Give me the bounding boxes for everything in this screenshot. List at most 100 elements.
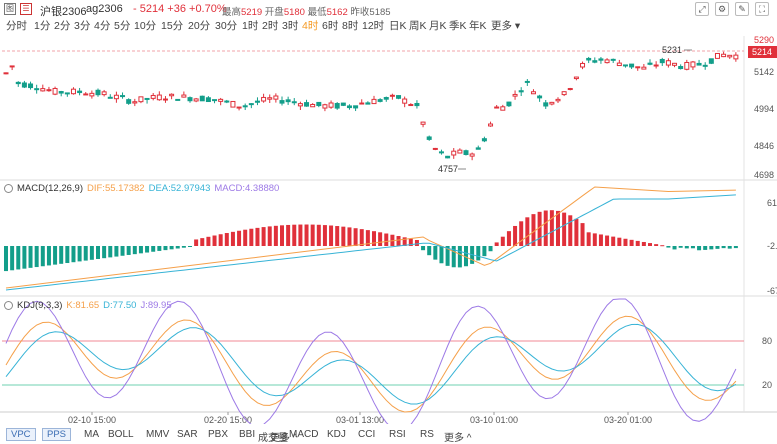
candle-body bbox=[28, 83, 34, 89]
macd-bar bbox=[396, 236, 401, 246]
macd-bar bbox=[586, 232, 591, 246]
y-tick-label: 4698 bbox=[754, 170, 774, 180]
kdj-k-line bbox=[5, 315, 737, 413]
period-tab-19[interactable]: 月K bbox=[429, 20, 447, 32]
macd-bar bbox=[365, 230, 370, 246]
period-tab-13[interactable]: 4时 bbox=[302, 20, 319, 32]
main-indicator-0[interactable]: MA bbox=[84, 429, 99, 440]
candle-body bbox=[426, 136, 432, 140]
period-tab-0[interactable]: 分时 bbox=[6, 20, 27, 32]
main-indicator-5[interactable]: BBI bbox=[239, 429, 256, 440]
period-tab-8[interactable]: 20分 bbox=[188, 20, 211, 32]
main-indicator-3[interactable]: SAR bbox=[177, 429, 198, 440]
kline-chart[interactable]: 5290 5142 4994 4846 4698 5214 61.48597 -2.94482… bbox=[0, 0, 777, 424]
macd-bar bbox=[230, 231, 235, 246]
period-tab-20[interactable]: 季K bbox=[449, 20, 467, 32]
sub-indicator-2[interactable]: KDJ bbox=[327, 429, 346, 440]
period-tab-10[interactable]: 1时 bbox=[242, 20, 259, 32]
macd-bar bbox=[132, 246, 137, 255]
period-tab-3[interactable]: 3分 bbox=[74, 20, 91, 32]
y-tick-label: 4846 bbox=[754, 141, 774, 151]
candle-body bbox=[193, 98, 199, 102]
period-tab-21[interactable]: 年K bbox=[469, 20, 487, 32]
macd-bar bbox=[709, 246, 714, 250]
period-tab-1[interactable]: 1分 bbox=[34, 20, 51, 32]
kdj-settings-icon[interactable] bbox=[4, 301, 13, 310]
price-tag bbox=[748, 46, 777, 58]
macd-bar bbox=[482, 246, 487, 257]
sub-indicator-0[interactable]: 成交量 bbox=[258, 433, 288, 444]
candle-body bbox=[512, 93, 518, 97]
main-indicator-6[interactable]: 更多 ^ bbox=[270, 433, 298, 444]
candle-body bbox=[494, 106, 500, 109]
sub-indicator-4[interactable]: RSI bbox=[389, 429, 406, 440]
candle-body bbox=[414, 102, 420, 107]
period-tab-22[interactable]: 更多 ▾ bbox=[491, 20, 521, 32]
x-tick-label: 03-01 13:00 bbox=[336, 415, 384, 424]
candle-body bbox=[567, 88, 573, 91]
period-tab-12[interactable]: 3时 bbox=[282, 20, 299, 32]
candle-body bbox=[236, 106, 242, 109]
macd-bar bbox=[59, 246, 64, 264]
chart-type-icon[interactable]: ⤢ bbox=[695, 2, 709, 16]
candle-body bbox=[616, 62, 622, 67]
period-tab-18[interactable]: 周K bbox=[409, 20, 427, 32]
period-tab-4[interactable]: 4分 bbox=[94, 20, 111, 32]
chart-mode-icon[interactable]: 图 bbox=[4, 3, 16, 15]
macd-bar bbox=[4, 246, 8, 272]
candle-body bbox=[469, 153, 475, 157]
period-tab-2[interactable]: 2分 bbox=[54, 20, 71, 32]
candle-body bbox=[254, 100, 260, 103]
candle-body bbox=[402, 98, 408, 104]
candle-body bbox=[727, 54, 733, 58]
drawing-icon[interactable]: ✎ bbox=[735, 2, 749, 16]
list-mode-icon[interactable]: ☰ bbox=[20, 3, 32, 15]
macd-bar bbox=[506, 231, 511, 246]
candle-body bbox=[89, 92, 95, 97]
period-tab-14[interactable]: 6时 bbox=[322, 20, 339, 32]
macd-bar bbox=[648, 243, 652, 246]
bottom-button-pps[interactable]: PPS bbox=[42, 428, 72, 441]
bottom-button-vpc[interactable]: VPC bbox=[6, 428, 36, 441]
candle-body bbox=[592, 60, 598, 63]
candle-body bbox=[340, 102, 346, 106]
macd-bar bbox=[83, 246, 88, 261]
main-indicator-4[interactable]: PBX bbox=[208, 429, 229, 440]
sub-indicator-3[interactable]: CCI bbox=[358, 429, 376, 440]
sub-indicator-1[interactable]: MACD bbox=[289, 429, 319, 440]
period-tab-11[interactable]: 2时 bbox=[262, 20, 279, 32]
main-indicator-1[interactable]: BOLL bbox=[108, 429, 134, 440]
candle-body bbox=[40, 88, 46, 92]
kdj-d: D:77.50 bbox=[103, 300, 137, 311]
settings-icon[interactable]: ⚙ bbox=[715, 2, 729, 16]
macd-bar bbox=[89, 246, 94, 260]
macd-settings-icon[interactable] bbox=[4, 184, 13, 193]
candle-body bbox=[175, 98, 181, 101]
candle-body bbox=[377, 99, 383, 102]
period-tab-17[interactable]: 日K bbox=[389, 20, 407, 32]
period-tab-6[interactable]: 10分 bbox=[134, 20, 157, 32]
period-tab-5[interactable]: 5分 bbox=[114, 20, 131, 32]
macd-bar bbox=[96, 246, 100, 259]
main-indicator-2[interactable]: MMV bbox=[146, 429, 170, 440]
high-label: 最高 bbox=[222, 7, 242, 18]
macd-bar bbox=[218, 234, 223, 246]
macd-bar bbox=[77, 246, 82, 262]
macd-bar bbox=[562, 212, 567, 246]
period-tab-16[interactable]: 12时 bbox=[362, 20, 385, 32]
min-price-label: 4757 bbox=[438, 164, 458, 174]
candle-body bbox=[21, 82, 27, 88]
sub-indicator-6[interactable]: 更多 ^ bbox=[444, 433, 472, 444]
period-tab-7[interactable]: 15分 bbox=[161, 20, 184, 32]
macd-bar bbox=[641, 241, 646, 246]
candle-body bbox=[310, 103, 316, 108]
period-tab-9[interactable]: 30分 bbox=[215, 20, 238, 32]
candle-body bbox=[641, 66, 647, 70]
period-tab-15[interactable]: 8时 bbox=[342, 20, 359, 32]
fullscreen-icon[interactable]: ⛶ bbox=[755, 2, 769, 16]
sub-indicator-5[interactable]: RS bbox=[420, 429, 434, 440]
high-value: 5219 bbox=[241, 7, 263, 18]
macd-bar bbox=[660, 245, 665, 247]
candle-body bbox=[212, 99, 218, 102]
macd-bar bbox=[353, 228, 358, 246]
